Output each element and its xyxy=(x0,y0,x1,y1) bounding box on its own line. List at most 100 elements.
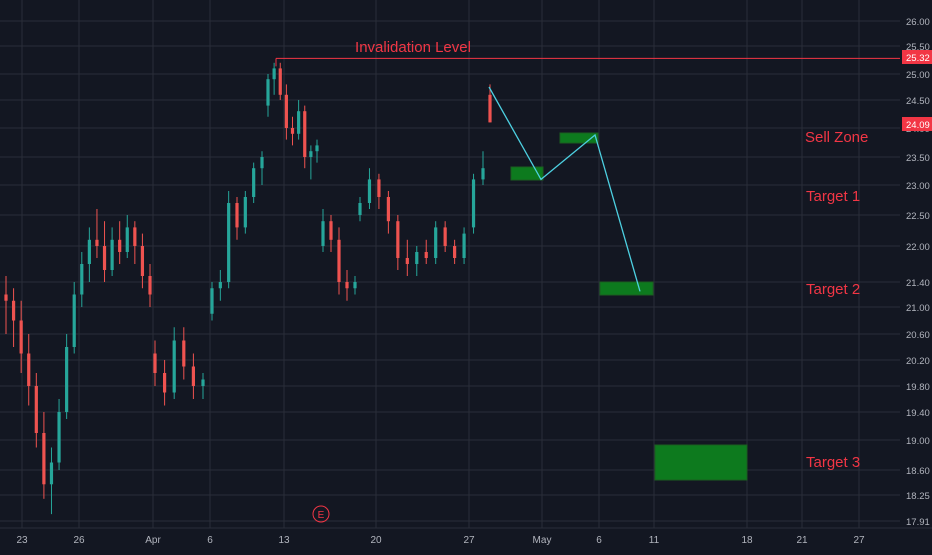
candle-body xyxy=(49,462,54,485)
target-zone-box xyxy=(599,281,654,296)
candle-body xyxy=(321,221,325,246)
candle-body xyxy=(481,168,485,180)
price-tag-label: 24.09 xyxy=(906,120,930,131)
x-tick-label: 13 xyxy=(278,535,290,546)
candle-body xyxy=(163,373,167,393)
y-tick-label: 19.80 xyxy=(906,382,930,393)
candle-body xyxy=(284,94,288,128)
candle-body xyxy=(140,246,145,276)
x-tick-label: 27 xyxy=(853,535,865,546)
x-tick-label: 20 xyxy=(370,535,382,546)
candle-body xyxy=(272,68,276,80)
target-zone-box xyxy=(559,132,599,144)
zone-label: Target 2 xyxy=(806,281,860,298)
price-tag-box xyxy=(902,50,932,64)
annotations: Invalidation Level Sell Zone Target 1 Targe… xyxy=(275,39,900,523)
candle-body xyxy=(80,264,84,295)
earnings-marker-icon[interactable] xyxy=(312,505,330,523)
candle-body xyxy=(201,379,205,386)
candle-body xyxy=(133,227,137,246)
candle-body xyxy=(303,111,307,157)
y-tick-label: 22.00 xyxy=(906,242,930,253)
zone-label: Target 1 xyxy=(806,188,860,205)
invalidation-label: Invalidation Level xyxy=(355,39,471,56)
price-axis[interactable]: 26.0025.5025.0024.5024.0023.5023.0022.50… xyxy=(902,17,932,528)
candle-body xyxy=(443,227,447,246)
candle-body xyxy=(110,239,114,270)
candle-body xyxy=(462,233,466,258)
candle-body xyxy=(218,282,222,289)
y-tick-label: 22.50 xyxy=(906,211,930,222)
candle-body xyxy=(11,300,16,321)
y-tick-label: 18.60 xyxy=(906,466,930,477)
candle-body xyxy=(260,157,264,169)
candle-body xyxy=(309,151,313,157)
candle-body xyxy=(471,179,476,228)
candle-body xyxy=(424,252,428,258)
earnings-marker-label: E xyxy=(318,510,325,521)
y-tick-label: 21.40 xyxy=(906,278,930,289)
target-zone-box xyxy=(510,166,544,181)
x-tick-label: 27 xyxy=(463,535,475,546)
y-tick-label: 20.20 xyxy=(906,356,930,367)
price-tag-box xyxy=(902,117,932,131)
candles xyxy=(4,62,492,515)
candle-body xyxy=(182,340,186,367)
y-tick-label: 19.00 xyxy=(906,436,930,447)
candle-body xyxy=(367,179,372,203)
x-tick-label: Apr xyxy=(145,535,161,546)
candle-body xyxy=(57,412,61,463)
x-tick-label: 18 xyxy=(741,535,753,546)
y-tick-label: 17.91 xyxy=(906,517,930,528)
candle-body xyxy=(434,227,438,258)
candle-body xyxy=(290,128,295,134)
candle-body xyxy=(95,239,99,246)
candle-body xyxy=(345,282,349,289)
candle-body xyxy=(415,252,419,264)
x-tick-label: 11 xyxy=(649,535,660,546)
candle-body xyxy=(191,366,195,386)
y-tick-label: 23.00 xyxy=(906,181,930,192)
candle-body xyxy=(4,294,8,301)
candle-body xyxy=(396,221,400,258)
candle-body xyxy=(72,294,76,347)
candle-body xyxy=(278,68,282,95)
candle-body xyxy=(125,227,129,252)
candle-body xyxy=(337,239,341,282)
candle-body xyxy=(148,276,152,295)
y-tick-label: 26.00 xyxy=(906,17,930,28)
candle-body xyxy=(65,347,69,412)
candle-body xyxy=(266,79,270,106)
time-axis[interactable]: 23 26 Apr 6 13 20 27 May 6 11 18 21 27 xyxy=(0,527,932,546)
y-tick-label: 19.40 xyxy=(906,408,930,419)
y-tick-label: 18.25 xyxy=(906,491,930,502)
candle-body xyxy=(19,320,23,354)
candle-body xyxy=(315,145,319,152)
candle-body xyxy=(34,386,38,433)
candle-body xyxy=(235,203,239,228)
x-tick-label: 23 xyxy=(16,535,28,546)
y-tick-label: 23.50 xyxy=(906,153,930,164)
y-tick-label: 25.50 xyxy=(906,42,930,53)
target-zone-box xyxy=(654,444,748,481)
candle-body xyxy=(102,246,107,270)
candle-body xyxy=(353,282,357,289)
candle-body xyxy=(227,203,231,282)
candle-body xyxy=(488,94,492,123)
x-tick-label: 26 xyxy=(73,535,85,546)
candle-body xyxy=(42,433,46,485)
candle-body xyxy=(405,258,409,264)
x-tick-label: 21 xyxy=(796,535,808,546)
candle-body xyxy=(453,246,457,258)
y-tick-label: 20.60 xyxy=(906,330,930,341)
zone-label: Target 3 xyxy=(806,454,860,471)
candle-body xyxy=(210,288,214,314)
zone-label: Sell Zone xyxy=(805,129,868,146)
y-tick-label: 21.00 xyxy=(906,303,930,314)
candle-body xyxy=(386,197,390,222)
candle-body xyxy=(153,353,157,373)
candle-body xyxy=(27,353,31,386)
